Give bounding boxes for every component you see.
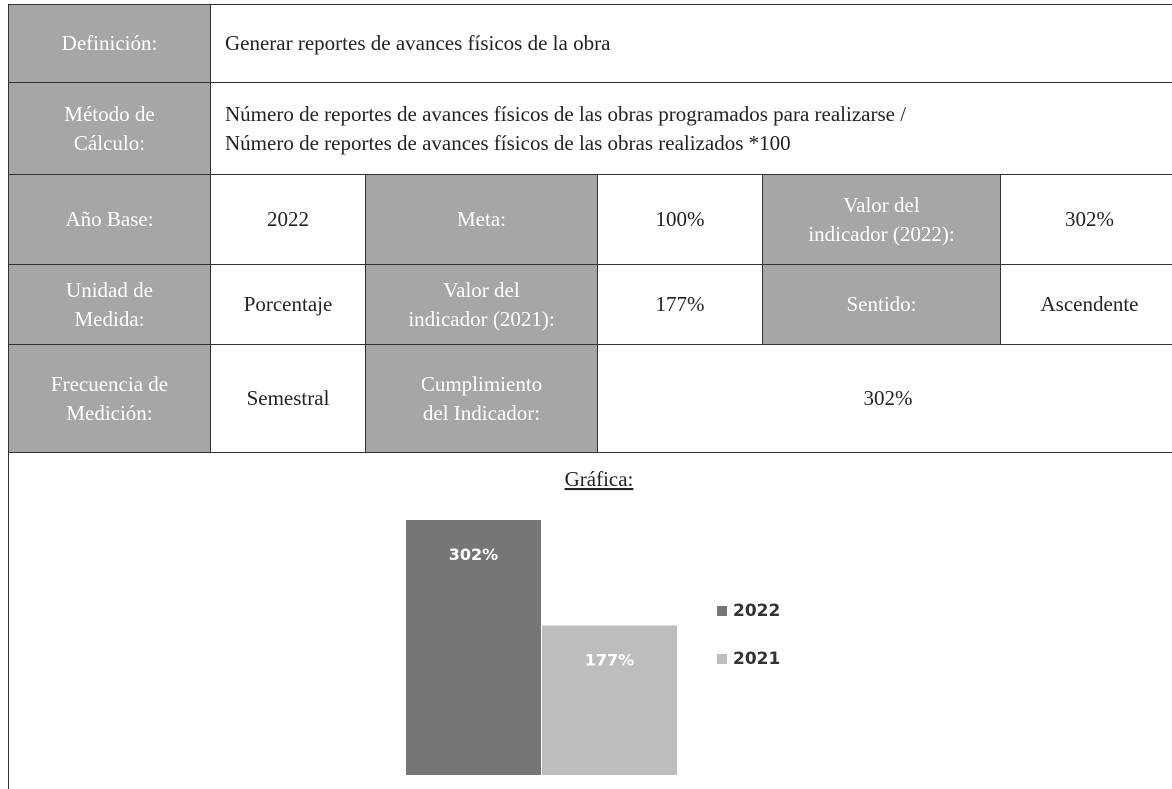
legend-label: 2021 xyxy=(733,649,780,669)
chart-area: Gráfica: 302% 2022 177% 2021 xyxy=(8,452,1172,789)
label-cell: Sentido: xyxy=(762,264,1001,345)
legend-label: 2022 xyxy=(733,601,780,621)
bar xyxy=(406,520,541,775)
value-cell: 2022 xyxy=(210,174,366,265)
value-cell: Número de reportes de avances físicos de… xyxy=(210,82,1172,175)
value-cell: Generar reportes de avances físicos de l… xyxy=(210,4,1172,83)
value-cell: 302% xyxy=(1000,174,1172,265)
value-cell: Semestral xyxy=(210,344,366,453)
data-label: 302% xyxy=(449,545,498,564)
value-cell: Porcentaje xyxy=(210,264,366,345)
data-label: 177% xyxy=(585,651,634,670)
label-cell: Valor del indicador (2021): xyxy=(365,264,598,345)
value-cell: 177% xyxy=(597,264,763,345)
chart: Gráfica: 302% 2022 177% 2021 xyxy=(406,467,780,775)
label-cell: Frecuencia de Medición: xyxy=(8,344,211,453)
value-cell: 302% xyxy=(597,344,1172,453)
chart-title: Gráfica: xyxy=(565,467,634,491)
label-cell: Cumplimiento del Indicador: xyxy=(365,344,598,453)
label-cell: Valor del indicador (2022): xyxy=(762,174,1001,265)
value-cell: 100% xyxy=(597,174,763,265)
legend-swatch xyxy=(717,654,727,664)
label-cell: Año Base: xyxy=(8,174,211,265)
indicator-table: Definición: Generar reportes de avances … xyxy=(8,4,1172,453)
value-cell: Ascendente xyxy=(1000,264,1172,345)
bar xyxy=(542,625,677,775)
label-cell: Unidad de Medida: xyxy=(8,264,211,345)
legend-swatch xyxy=(717,606,727,616)
label-cell: Definición: xyxy=(8,4,211,83)
label-cell: Meta: xyxy=(365,174,598,265)
label-cell: Método de Cálculo: xyxy=(8,82,211,175)
